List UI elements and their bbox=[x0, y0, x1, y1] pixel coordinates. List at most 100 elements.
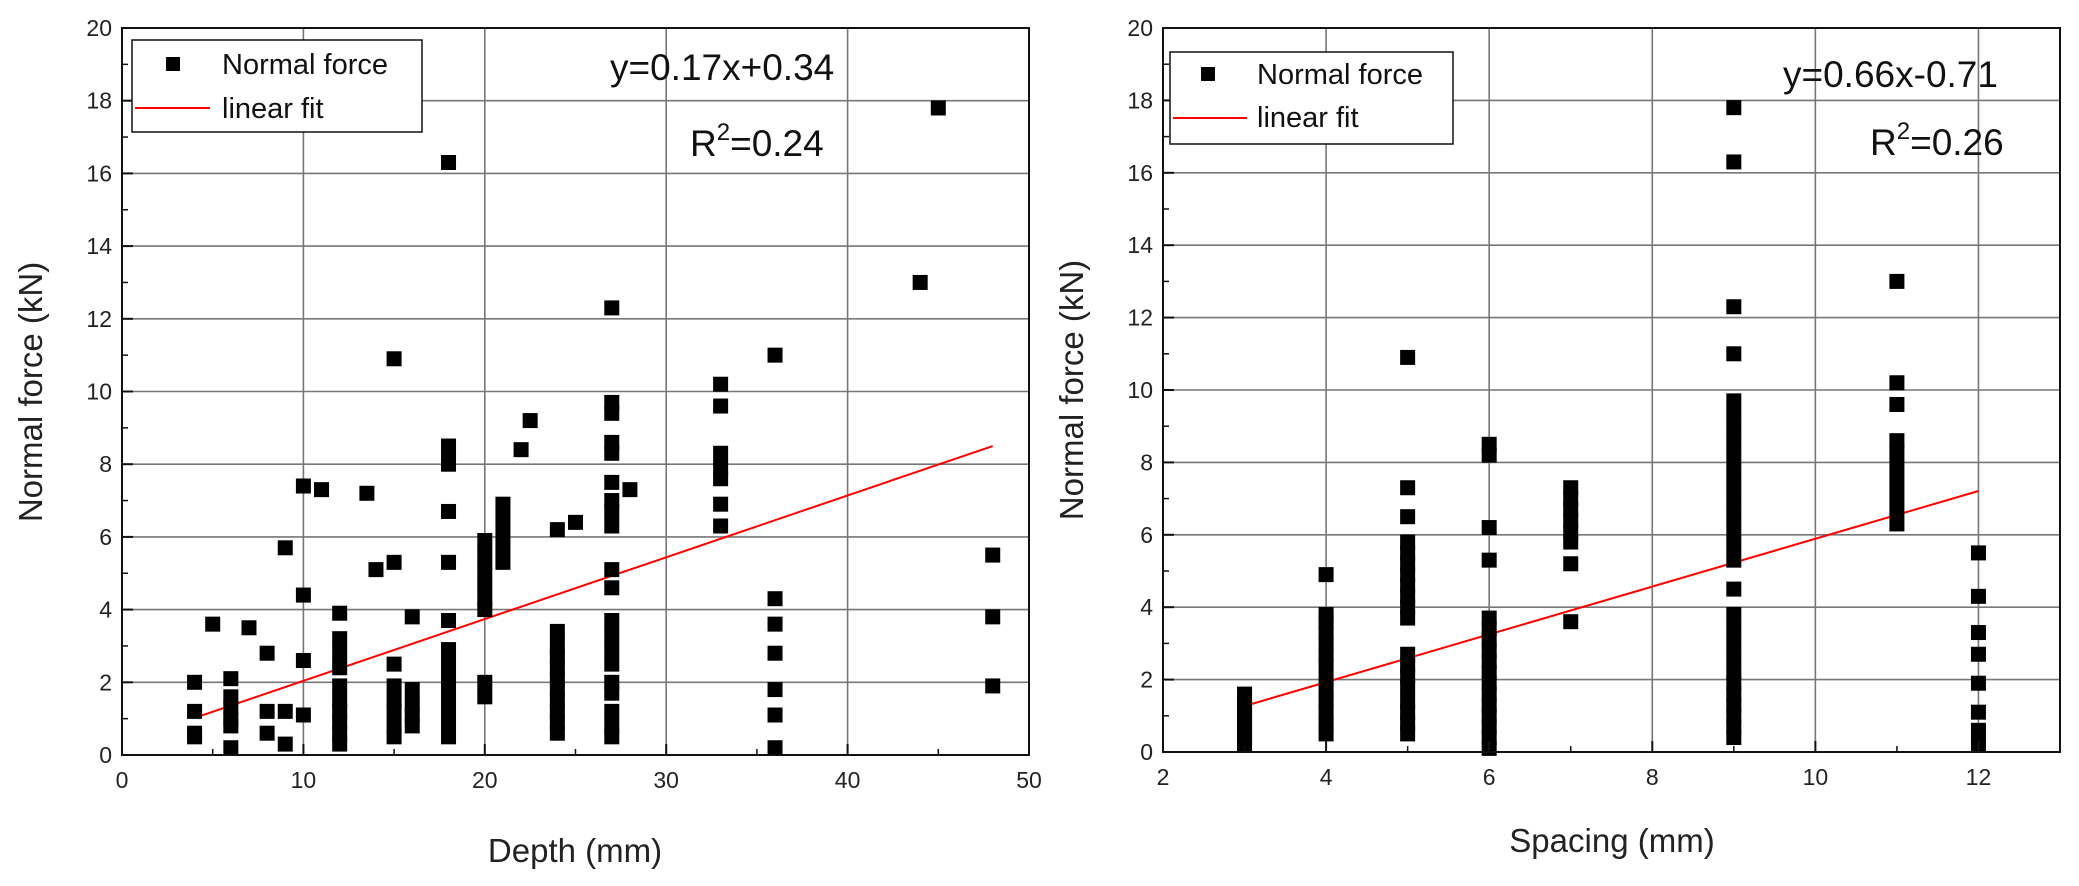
chart-depth-data-point bbox=[767, 682, 783, 698]
chart-depth-data-point bbox=[713, 398, 729, 414]
chart-depth-legend: Normal force linear fit bbox=[131, 39, 423, 133]
chart-spacing-data-point bbox=[1889, 396, 1905, 412]
chart-depth-data-point bbox=[767, 707, 783, 723]
chart-depth-data-point bbox=[604, 674, 620, 690]
chart-spacing-data-point bbox=[1726, 650, 1742, 666]
chart-depth-data-point bbox=[912, 274, 928, 290]
chart-spacing-data-point bbox=[1726, 299, 1742, 315]
chart-depth-data-point bbox=[522, 413, 538, 429]
chart-depth-data-point bbox=[495, 540, 511, 556]
chart-spacing-x-tick-label: 8 bbox=[1646, 764, 1659, 790]
chart-depth-data-point bbox=[359, 485, 375, 501]
chart-spacing-data-point bbox=[1563, 480, 1579, 496]
chart-depth-data-point bbox=[477, 533, 493, 549]
chart-depth-y-tick-labels: 0 2 4 6 8 10 12 14 16 18 20 bbox=[86, 15, 112, 768]
chart-depth-data-point bbox=[314, 482, 330, 498]
chart-spacing-y-tick-label: 12 bbox=[1127, 305, 1153, 331]
chart-spacing-data-point bbox=[1563, 556, 1579, 572]
chart-depth-data-point bbox=[495, 496, 511, 512]
chart-depth-fit-layer bbox=[194, 445, 994, 719]
chart-spacing-r-squared-value: =0.26 bbox=[1910, 122, 2004, 163]
chart-depth-data-point bbox=[386, 692, 402, 708]
chart-spacing-points bbox=[1237, 100, 1986, 756]
chart-depth-data-point bbox=[187, 703, 203, 719]
chart-spacing-data-point bbox=[1970, 625, 1986, 641]
chart-depth-data-point bbox=[332, 692, 348, 708]
chart-depth-data-point bbox=[713, 376, 729, 392]
chart-depth-data-point bbox=[259, 703, 275, 719]
chart-depth-data-point bbox=[477, 674, 493, 690]
chart-depth-data-point bbox=[386, 351, 402, 367]
chart-depth-data-point bbox=[441, 154, 457, 170]
chart-spacing-x-tick-label: 2 bbox=[1157, 764, 1170, 790]
chart-depth-data-point bbox=[767, 347, 783, 363]
chart-spacing-data-point bbox=[1400, 480, 1416, 496]
chart-depth-x-axis-title: Depth (mm) bbox=[488, 832, 662, 869]
chart-spacing-r-squared-exponent: 2 bbox=[1897, 118, 1910, 145]
chart-depth-data-point bbox=[332, 660, 348, 676]
chart-depth-data-point bbox=[205, 616, 221, 632]
chart-depth-data-point bbox=[386, 718, 402, 734]
chart-spacing-data-point bbox=[1726, 523, 1742, 539]
chart-spacing-data-point bbox=[1726, 480, 1742, 496]
chart-spacing-data-point bbox=[1889, 473, 1905, 488]
chart-depth-legend-marker-normal-force bbox=[166, 57, 180, 71]
chart-spacing-data-point bbox=[1970, 675, 1986, 691]
chart-spacing-y-tick-label: 10 bbox=[1127, 377, 1153, 403]
chart-depth-y-tick-label: 0 bbox=[99, 742, 112, 768]
chart-spacing-data-point bbox=[1726, 346, 1742, 362]
chart-spacing-data-point bbox=[1400, 534, 1416, 550]
chart-spacing-data-point bbox=[1318, 606, 1334, 622]
chart-depth-data-point bbox=[767, 645, 783, 661]
chart-spacing-y-tick-labels: 0 2 4 6 8 10 12 14 16 18 20 bbox=[1127, 15, 1153, 765]
chart-depth-x-tick-label: 40 bbox=[835, 767, 861, 793]
chart-spacing-legend-label-normal-force: Normal force bbox=[1257, 59, 1423, 91]
chart-spacing-x-axis-title: Spacing (mm) bbox=[1509, 822, 1714, 859]
chart-spacing-y-tick-label: 6 bbox=[1140, 522, 1153, 548]
chart-spacing-y-tick-label: 20 bbox=[1127, 15, 1153, 41]
chart-spacing-y-tick-label: 4 bbox=[1140, 594, 1153, 620]
chart-spacing-data-point bbox=[1481, 552, 1497, 568]
chart-depth-data-point bbox=[549, 638, 565, 654]
chart-depth-data-point bbox=[187, 725, 203, 741]
chart-spacing-data-point bbox=[1970, 588, 1986, 604]
chart-depth-data-point bbox=[604, 518, 620, 534]
chart-spacing-data-point bbox=[1726, 393, 1742, 409]
chart-spacing-data-point bbox=[1726, 538, 1742, 554]
chart-depth-data-point bbox=[604, 613, 620, 629]
chart-depth-data-point bbox=[604, 474, 620, 490]
chart-spacing-data-point bbox=[1726, 407, 1742, 423]
chart-spacing-data-point bbox=[1726, 509, 1742, 525]
chart-depth-x-tick-label: 50 bbox=[1016, 767, 1042, 793]
chart-spacing-y-tick-label: 16 bbox=[1127, 160, 1153, 186]
chart-spacing-data-point bbox=[1889, 273, 1905, 289]
chart-depth-ticks bbox=[121, 27, 1030, 756]
chart-depth-data-point bbox=[386, 656, 402, 672]
chart-spacing-data-point bbox=[1400, 349, 1416, 365]
chart-spacing-data-point bbox=[1726, 422, 1742, 438]
chart-spacing-data-point bbox=[1970, 646, 1986, 662]
chart-depth-data-point bbox=[332, 645, 348, 661]
chart-depth-data-point bbox=[477, 562, 493, 578]
chart-depth-data-point bbox=[713, 445, 729, 461]
chart-depth-data-point bbox=[277, 540, 293, 556]
chart-depth-data-point bbox=[477, 591, 493, 607]
chart-depth-r-squared-prefix: R bbox=[690, 123, 717, 164]
chart-spacing-y-tick-label: 18 bbox=[1127, 87, 1153, 113]
chart-spacing-y-tick-label: 2 bbox=[1140, 667, 1153, 693]
chart-spacing-fit-layer bbox=[1244, 490, 1979, 707]
chart-spacing-data-point bbox=[1889, 433, 1905, 449]
chart-depth-data-point bbox=[386, 554, 402, 570]
chart-depth-data-point bbox=[404, 696, 420, 712]
chart-spacing-y-tick-label: 8 bbox=[1140, 449, 1153, 475]
chart-depth-y-tick-label: 16 bbox=[86, 160, 112, 186]
chart-spacing-x-tick-label: 12 bbox=[1966, 764, 1992, 790]
chart-depth-x-tick-label: 10 bbox=[291, 767, 317, 793]
chart-spacing-data-point bbox=[1889, 375, 1905, 391]
chart-depth-data-point bbox=[477, 547, 493, 563]
chart-depth-y-tick-label: 20 bbox=[86, 15, 112, 41]
chart-spacing-data-point bbox=[1481, 436, 1497, 452]
chart-spacing-fit-equation: y=0.66x-0.71 bbox=[1783, 54, 1998, 95]
chart-spacing-data-point bbox=[1726, 451, 1742, 467]
